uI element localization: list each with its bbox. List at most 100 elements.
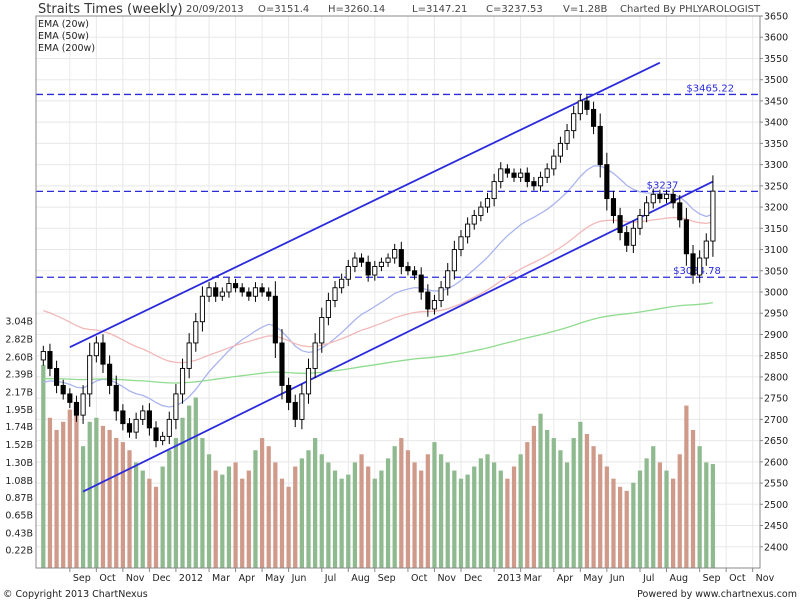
candle-body (537, 176, 544, 187)
volume-tick-label: 0.87B (5, 493, 33, 504)
volume-bar (438, 454, 444, 568)
volume-bar (637, 470, 643, 568)
price-tick-label: 2450 (764, 521, 788, 532)
volume-bar (153, 486, 159, 568)
volume-bar (671, 478, 676, 568)
channel-lower-line (82, 180, 714, 493)
candle-body (683, 219, 689, 255)
volume-bar (246, 470, 251, 568)
candle-body (670, 193, 676, 204)
volume-bar (412, 462, 417, 568)
candle-body (299, 393, 305, 420)
volume-bar (505, 478, 510, 568)
volume-bar (704, 462, 709, 568)
volume-bar (332, 470, 338, 568)
volume-tick-label: 1.74B (5, 422, 33, 433)
volume-bar (399, 438, 404, 568)
volume-bar (87, 421, 92, 568)
chart-title: Straits Times (weekly) (38, 2, 183, 17)
price-tick-label: 3300 (764, 160, 788, 171)
volume-bar (67, 409, 72, 568)
candle-body (438, 287, 444, 301)
volume-bar (472, 466, 477, 568)
candle-body (286, 384, 292, 403)
time-tick-label: Nov (756, 573, 775, 584)
candle-body (451, 249, 457, 272)
volume-bar (478, 458, 483, 568)
volume-bar (657, 462, 662, 568)
header: Straits Times (weekly) 20/09/2013 O=3151… (38, 2, 761, 17)
volume-tick-label: 1.52B (5, 440, 33, 451)
time-tick-label: Oct (99, 573, 116, 584)
time-tick-label: Jul (642, 573, 654, 584)
candle-body (491, 181, 497, 200)
candle-body (703, 240, 709, 259)
candle-body (644, 202, 650, 217)
candle-body (60, 384, 66, 395)
volume-bar (366, 466, 371, 568)
volume-tick-label: 1.95B (5, 405, 33, 416)
price-tick-label: 3150 (764, 224, 788, 235)
candle-body (398, 249, 404, 267)
volume-tick-label: 0.22B (5, 546, 33, 557)
volume-bar (167, 450, 172, 568)
volume-bar (114, 438, 119, 568)
candle-body (246, 291, 252, 297)
candle-body (518, 172, 524, 178)
price-tick-label: 3600 (764, 33, 788, 44)
candle-body (47, 350, 53, 369)
volume-bar (531, 425, 537, 568)
candle-body (511, 172, 517, 178)
time-tick-label: Sep (73, 573, 91, 584)
candle-body (471, 215, 477, 225)
volume-bar (266, 446, 271, 568)
candle-body (551, 155, 557, 170)
volume-bar (359, 454, 364, 568)
volume-bar (313, 438, 318, 568)
candle-body (279, 342, 285, 386)
legend-entry: EMA (50w) (38, 31, 89, 42)
candle-body (199, 295, 205, 323)
candle-body (557, 142, 563, 157)
volume-bar (193, 397, 198, 568)
candle-body (219, 291, 225, 297)
candle-body (584, 100, 590, 110)
price-tick-label: 2800 (764, 372, 788, 383)
volume-tick-label: 1.08B (5, 476, 33, 487)
ema-200w-line (43, 301, 714, 384)
price-tick-label: 3000 (764, 288, 788, 299)
volume-bar (611, 478, 616, 568)
price-tick-label: 2400 (764, 542, 788, 553)
time-tick-label: May (583, 573, 603, 584)
candle-body (266, 291, 272, 297)
candle-body (319, 317, 325, 344)
volume-bar (346, 474, 351, 568)
time-tick-label: 2013 (497, 573, 521, 584)
candle-body (179, 367, 186, 395)
volume-bar (220, 474, 225, 568)
time-tick-label: 2012 (179, 573, 203, 584)
time-tick-label: Dec (464, 573, 482, 584)
volume-bar (498, 470, 503, 568)
candle-body (564, 130, 570, 144)
volume-bar (578, 421, 583, 568)
price-tick-label: 3650 (764, 12, 788, 23)
candle-body (405, 266, 411, 272)
volume-bar (664, 470, 669, 568)
candle-body (445, 270, 451, 289)
candle-body (365, 261, 371, 276)
price-tick-label: 2500 (764, 500, 788, 511)
volume-bar (134, 462, 139, 568)
candle-body (140, 410, 146, 420)
volume-bar (226, 466, 232, 568)
candle-body (412, 270, 418, 276)
candlesticks (40, 94, 716, 448)
price-tick-label: 2850 (764, 351, 788, 362)
candle-body (544, 168, 550, 178)
time-tick-label: Sep (378, 573, 396, 584)
header-low: L=3147.21 (412, 4, 467, 15)
time-tick-label: Oct (729, 573, 746, 584)
volume-bar (173, 438, 179, 568)
candle-body (107, 363, 113, 386)
candle-body (87, 355, 93, 395)
